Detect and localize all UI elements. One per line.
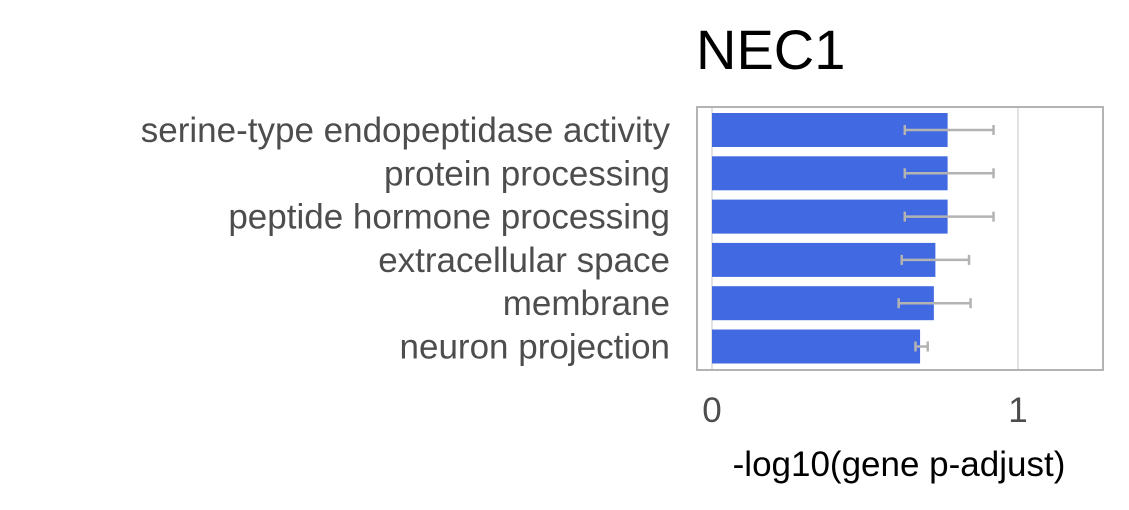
grid-lines bbox=[711, 108, 1019, 369]
x-tick-label: 0 bbox=[702, 391, 721, 430]
error-bar bbox=[900, 254, 971, 265]
bar bbox=[712, 286, 934, 321]
category-label: protein processing bbox=[384, 154, 670, 193]
category-labels: serine-type endopeptidase activity protei… bbox=[141, 111, 671, 367]
x-axis-title: -log10(gene p-adjust) bbox=[733, 445, 1066, 484]
bar-group bbox=[712, 113, 948, 364]
category-label: extracellular space bbox=[378, 241, 670, 280]
bar bbox=[712, 329, 921, 364]
error-bar bbox=[903, 125, 995, 135]
category-label: neuron projection bbox=[400, 328, 670, 367]
panel-border bbox=[696, 106, 1104, 371]
error-bar bbox=[903, 211, 995, 222]
x-tick-label: 1 bbox=[1008, 391, 1027, 430]
error-bar bbox=[897, 298, 972, 309]
chart-title: NEC1 bbox=[696, 18, 845, 81]
error-bar bbox=[903, 168, 995, 179]
error-bar-group bbox=[897, 125, 995, 352]
bar bbox=[712, 242, 936, 277]
category-label: peptide hormone processing bbox=[228, 198, 670, 237]
category-label: membrane bbox=[503, 284, 670, 323]
category-label: serine-type endopeptidase activity bbox=[141, 111, 671, 150]
error-bar bbox=[914, 341, 929, 352]
